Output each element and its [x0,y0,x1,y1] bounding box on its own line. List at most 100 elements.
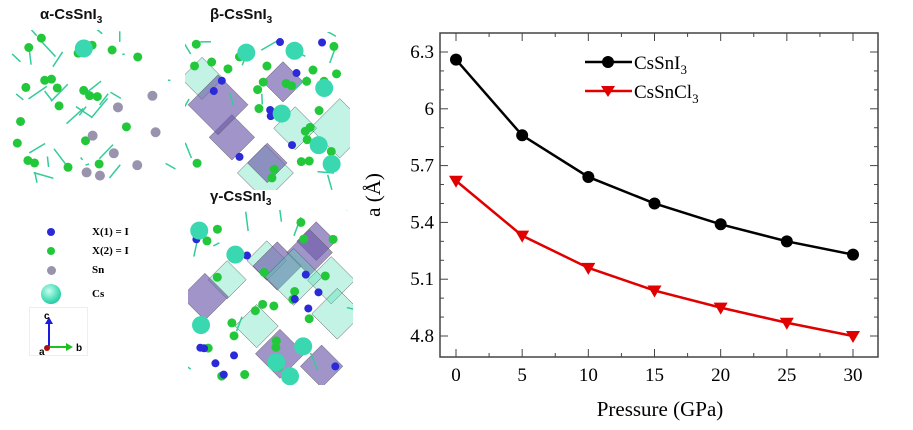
octahedron [311,287,353,340]
tin-atom [94,170,105,181]
iodine-x1-atom [217,76,226,85]
beta-structure-title: β-CsSnI3 [210,6,272,26]
data-point [581,262,596,275]
x-tick-label: 0 [451,365,461,386]
cesium-atom [74,39,93,58]
data-point [515,230,530,243]
iodine-atom [52,83,62,93]
c-arrowhead-icon [45,317,53,324]
cesium-atom [226,245,245,264]
iodine-atom [107,45,117,55]
title-subscript: 3 [96,15,103,26]
bond [193,242,198,257]
a-axis-arrow [44,345,50,351]
bond [30,30,38,37]
iodine-atom [314,106,324,116]
cesium-atom [281,367,300,385]
bond [50,83,69,102]
tin-atom [147,90,158,101]
bond [85,163,90,166]
chart-legend: CsSnI3 CsSnCl3 [585,53,699,106]
iodine-atom [258,77,268,87]
iodine-atom [250,306,260,316]
legend-item-sn: Sn [40,264,104,276]
legend-label-csSnI3: CsSnI3 [634,53,687,77]
iodine-atom [253,85,263,95]
gamma-structure-title: γ-CsSnI3 [210,188,271,208]
x-tick-label: 15 [645,365,664,386]
bond [188,366,192,370]
legend-label: X(2) = I [92,245,129,257]
iodine-atom [299,234,309,244]
cesium-atom [309,136,328,155]
gray-atom-icon [46,265,56,275]
bond [279,210,283,222]
bond [78,106,87,116]
y-tick-label: 5.4 [410,212,434,233]
data-point [847,248,859,261]
bond [108,164,121,179]
legend-item-cs: Cs [40,284,104,304]
iodine-x1-atom [301,270,310,279]
bond [52,51,64,68]
legend-label: X(1) = I [92,226,129,238]
bond [28,85,48,100]
iodine-x1-atom [288,141,297,150]
c-label: c [44,311,50,322]
cesium-atom [192,316,211,335]
tin-atom [87,130,98,141]
bond [185,142,193,159]
iodine-x1-atom [276,38,285,47]
iodine-atom [24,43,34,53]
bond [98,93,109,106]
y-axis-label: a (Å) [361,173,385,217]
iodine-atom [328,234,338,244]
iodine-x1-atom [331,362,340,371]
iodine-x1-atom [290,295,299,304]
blue-atom-icon [47,228,55,236]
legend-circle-marker [602,56,614,68]
iodine-atom [16,116,26,126]
tin-atom [112,102,123,113]
iodine-atom [133,52,143,62]
iodine-atom [79,85,89,95]
bond [90,97,109,119]
bond [15,93,24,101]
iodine-atom [191,39,201,49]
iodine-x1-atom [242,251,251,260]
legend-triangle-marker [601,86,615,97]
iodine-x1-atom [219,370,228,379]
data-point [648,197,661,210]
y-tick-label: 5.7 [410,156,434,177]
bond [98,144,114,160]
axes-box [29,307,88,356]
bond [165,162,176,170]
octahedron [309,98,350,159]
iodine-x1-atom [314,288,323,297]
bond [46,156,50,168]
data-point [450,53,462,66]
y-tick-label: 6.3 [410,42,434,63]
cesium-atom [322,154,341,173]
bond [326,32,337,37]
iodine-atom [281,78,291,88]
iodine-atom [207,57,217,67]
x-tick-label: 5 [517,365,527,386]
cyan-atom-icon [41,284,61,304]
data-point [647,285,662,298]
bond [244,211,249,232]
iodine-atom [12,138,22,148]
iodine-x1-atom [292,69,301,78]
iodine-atom [332,69,342,79]
iodine-atom [329,41,339,51]
legend-label: Cs [92,288,105,300]
bond [185,98,190,108]
iodine-atom [300,126,310,136]
bond [96,30,103,35]
iodine-atom [94,159,104,169]
iodine-atom [63,162,73,172]
iodine-atom [271,342,281,352]
iodine-atom [271,336,281,346]
iodine-atom [302,76,312,86]
cesium-atom [237,43,256,62]
